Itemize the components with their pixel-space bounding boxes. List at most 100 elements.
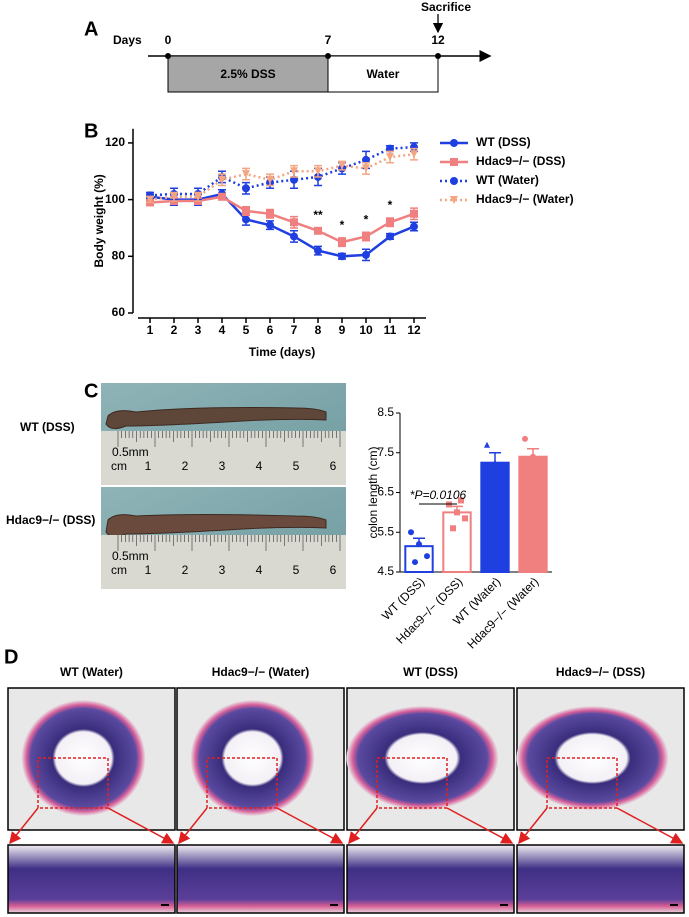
zoom-arrow: [276, 807, 344, 844]
bar: [518, 455, 548, 574]
ruler-unit: cm: [111, 563, 127, 577]
ruler-number: 4: [256, 459, 263, 473]
x-tick-label: Hdac9−/− (DSS): [393, 574, 465, 646]
phase-label: 2.5% DSS: [220, 67, 275, 81]
ruler-number: 5: [293, 563, 300, 577]
marker: [194, 192, 202, 201]
legend-label: WT (DSS): [476, 135, 531, 149]
marker: [290, 175, 298, 184]
marker: [242, 170, 250, 179]
marker: [218, 192, 226, 201]
ruler-unit: cm: [111, 459, 127, 473]
marker: [242, 206, 250, 215]
marker: [362, 232, 370, 241]
y-axis-label: colon length (cm): [366, 446, 380, 538]
photo-label: WT (DSS): [20, 420, 75, 434]
annotation: *P=0.0106: [410, 488, 467, 502]
ruler-number: 1: [145, 459, 152, 473]
y-tick-label: 6.5: [377, 485, 394, 499]
marker: [386, 218, 394, 227]
zoom-arrow: [446, 807, 514, 844]
series-line: [149, 195, 415, 244]
marker: [266, 221, 274, 230]
x-tick-label: 2: [171, 323, 178, 337]
legend-marker: [450, 139, 458, 147]
x-tick-label: 10: [359, 323, 373, 337]
x-tick-label: 4: [219, 323, 226, 337]
marker: [314, 167, 322, 176]
marker: [362, 155, 370, 164]
marker: [290, 218, 298, 227]
marker: [424, 553, 430, 560]
marker: [242, 215, 250, 224]
zoom-box: [37, 757, 109, 809]
micrograph-zoom: [516, 844, 685, 914]
marker: [416, 541, 422, 548]
y-axis-label: Body weight (%): [92, 174, 106, 267]
micrograph-zoom: [346, 844, 515, 914]
ruler-number: 1: [145, 563, 152, 577]
event-label: Sacrifice: [421, 0, 471, 14]
x-tick-label: 6: [267, 323, 274, 337]
ruler-number: 6: [330, 563, 337, 577]
timeline-dot: [435, 53, 441, 59]
marker: [290, 232, 298, 241]
marker: [314, 226, 322, 235]
x-tick-label: 12: [407, 323, 421, 337]
marker: [266, 209, 274, 218]
marker: [266, 175, 274, 184]
legend-label: Hdac9−/− (Water): [476, 192, 574, 206]
x-tick-label: 3: [195, 323, 202, 337]
zoom-arrow: [107, 807, 175, 844]
marker: [314, 246, 322, 255]
ruler-number: 5: [293, 459, 300, 473]
panel-label: C: [84, 380, 98, 402]
series-line: [149, 192, 415, 258]
ruler-number: 2: [182, 459, 189, 473]
x-tick-label: 1: [147, 323, 154, 337]
marker: [218, 175, 226, 184]
significance: *: [388, 198, 393, 212]
zoom-arrow: [178, 807, 208, 845]
significance: *: [340, 218, 345, 232]
marker: [170, 192, 178, 201]
timeline-tick: 0: [165, 33, 172, 47]
marker: [386, 232, 394, 241]
zoom-box: [376, 757, 448, 809]
marker: [492, 459, 498, 466]
y-tick-label: 60: [112, 305, 126, 319]
histology: WT (Water) Hdac9−/− (Water) WT (DSS) Hdac9−…: [7, 665, 685, 914]
ruler-number: 3: [219, 459, 226, 473]
significance: **: [313, 208, 323, 222]
ruler: [101, 535, 346, 589]
marker: [454, 509, 460, 516]
panel-title: WT (Water): [60, 665, 123, 679]
micrograph-zoom: [176, 844, 345, 914]
marker: [386, 153, 394, 162]
colon: [105, 514, 327, 538]
zoom-box: [206, 757, 278, 809]
series-line: [149, 153, 415, 201]
timeline-tick: 12: [431, 33, 445, 47]
zoom-arrow: [9, 807, 39, 845]
x-tick-label: 9: [339, 323, 346, 337]
timeline-dot: [165, 53, 171, 59]
marker: [338, 252, 346, 261]
zoom-arrow: [348, 807, 378, 845]
marker: [450, 525, 456, 532]
x-tick-label: 5: [243, 323, 250, 337]
legend-marker: [450, 177, 458, 185]
ruler-number: 6: [330, 459, 337, 473]
ruler-scale: 0.5mm: [112, 445, 149, 459]
ruler-number: 2: [182, 563, 189, 577]
timeline-label: Days: [113, 33, 142, 47]
x-tick-label: Hdac9−/− (Water): [464, 574, 541, 651]
legend-label: Hdac9−/− (DSS): [476, 154, 565, 168]
marker: [338, 161, 346, 170]
timeline-dot: [325, 53, 331, 59]
marker: [522, 435, 528, 442]
zoom-arrow: [616, 807, 684, 844]
